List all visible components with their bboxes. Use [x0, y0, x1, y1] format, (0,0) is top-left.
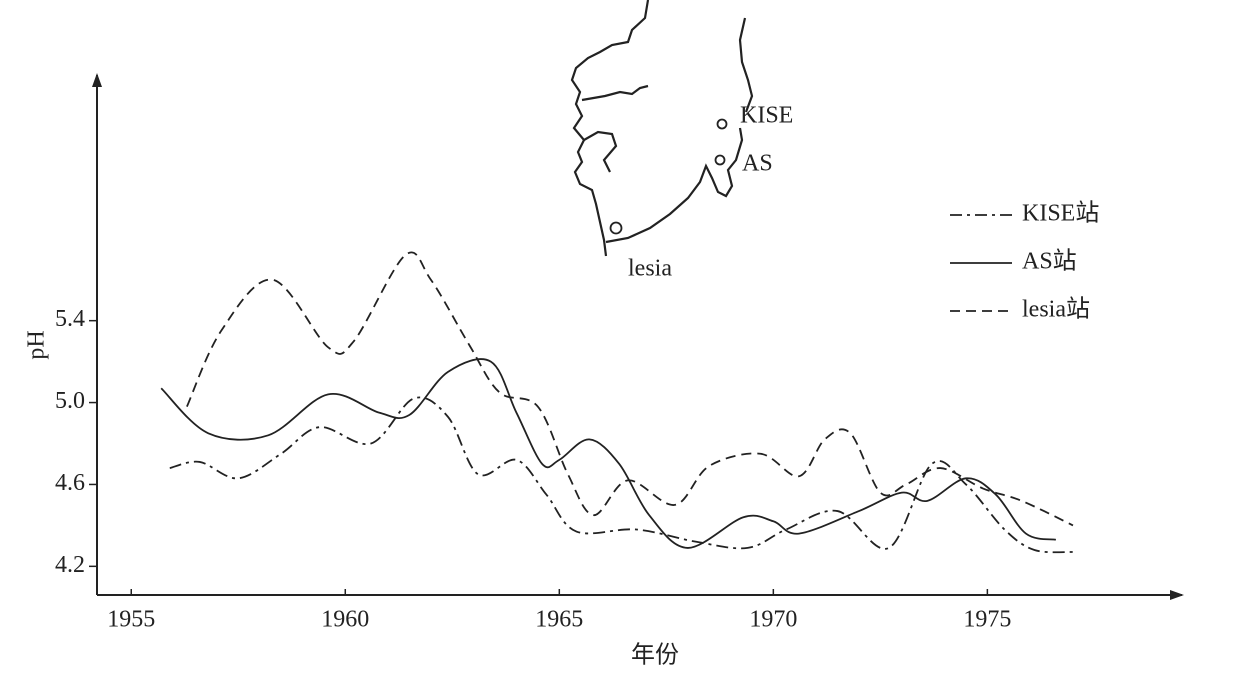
y-tick-label: 5.0 — [55, 388, 85, 414]
x-tick-label: 1960 — [321, 607, 369, 633]
x-tick-label: 1975 — [963, 607, 1011, 633]
data-line — [169, 396, 1074, 554]
coastline-south — [605, 127, 744, 244]
y-tick-label: 4.6 — [55, 470, 85, 496]
map-label: AS — [742, 151, 773, 177]
plot-area: 4.2 4.6 5.0 5.4 1955 1960 1965 1970 1975 KISE站 AS站… — [55, 200, 1099, 633]
legend-label: lesia站 — [1022, 296, 1090, 323]
station-marker — [714, 154, 726, 166]
data-line — [186, 251, 1074, 527]
x-axis-label: 年份 — [631, 642, 679, 669]
x-tick-label: 1970 — [749, 607, 797, 633]
coastline-west — [570, 0, 650, 257]
legend-label: KISE站 — [1022, 200, 1099, 227]
station-marker — [716, 118, 728, 130]
x-tick-label: 1955 — [107, 607, 155, 633]
map-label: lesia — [628, 256, 672, 282]
inset-map — [570, 0, 754, 257]
y-tick-label: 5.4 — [55, 306, 85, 332]
y-tick-label: 4.2 — [55, 552, 85, 578]
x-tick-label: 1965 — [535, 607, 583, 633]
map-label: KISE — [740, 103, 793, 129]
fjord-line — [583, 130, 618, 173]
legend-label: AS站 — [1022, 248, 1077, 275]
coastline-east — [738, 17, 754, 113]
station-marker — [609, 221, 623, 235]
border-line — [581, 84, 649, 102]
data-line — [160, 358, 1057, 549]
y-axis-label: pH — [24, 330, 50, 359]
